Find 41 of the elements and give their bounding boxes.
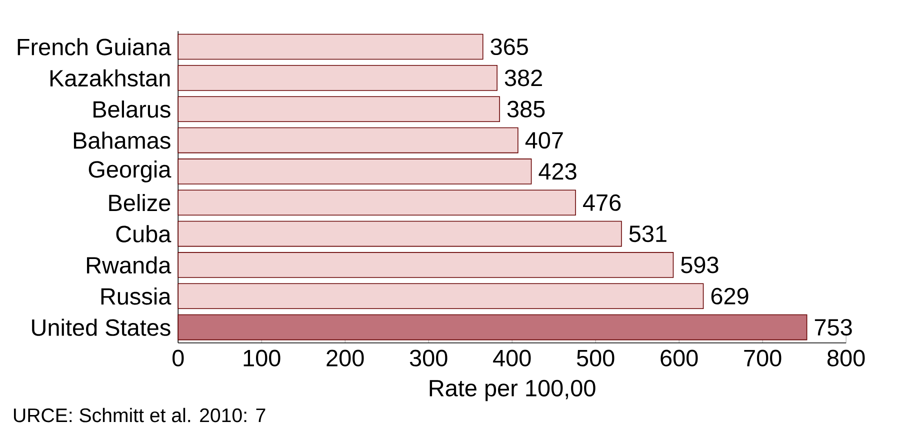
x-tick-label: 100: [244, 350, 280, 366]
x-tick-label: 200: [326, 350, 364, 366]
data-label: 531: [629, 226, 666, 242]
x-tick-label: 400: [493, 350, 531, 366]
y-tick-label: Cuba: [116, 225, 172, 242]
data-label: 385: [507, 100, 545, 118]
bar: [178, 65, 498, 91]
x-tick-label: 700: [744, 350, 782, 366]
bar: [178, 283, 704, 310]
bar: [178, 96, 500, 122]
y-tick-label: Belarus: [94, 100, 170, 118]
x-tick-label: 800: [827, 350, 865, 366]
bar: [178, 314, 808, 340]
bar: [178, 158, 532, 184]
text: URCE: Schmitt et al. 2010: 7: [14, 408, 266, 422]
data-label: 476: [583, 194, 621, 211]
y-tick-label: Kazakhstan: [50, 69, 170, 87]
y-tick-label: Rwanda: [87, 256, 172, 274]
y-tick-label: Georgia: [88, 160, 172, 182]
data-label: 629: [711, 288, 748, 304]
data-label: 382: [504, 70, 542, 86]
data-label: 753: [814, 319, 852, 336]
x-tick-label: 0: [172, 350, 184, 366]
data-label: 407: [525, 132, 563, 149]
y-tick-label: United States: [32, 318, 170, 336]
data-label: 593: [681, 256, 718, 274]
y-tick-label: Russia: [101, 288, 172, 305]
bar: [178, 34, 484, 60]
y-tick-label: Bahamas: [74, 132, 170, 149]
data-label: 365: [490, 38, 528, 56]
x-tick-label: 300: [410, 350, 448, 366]
bar: [178, 252, 674, 278]
y-tick-label: French Guiana: [18, 38, 172, 56]
bar: [178, 127, 518, 154]
bar: [178, 190, 576, 216]
data-label: 423: [538, 163, 576, 180]
x-axis-title: Rate per 100,00: [430, 380, 596, 402]
x-tick-label: 500: [576, 350, 614, 366]
bar: [178, 220, 622, 247]
y-tick-label: Belize: [109, 194, 170, 212]
x-tick-label: 600: [660, 350, 698, 366]
